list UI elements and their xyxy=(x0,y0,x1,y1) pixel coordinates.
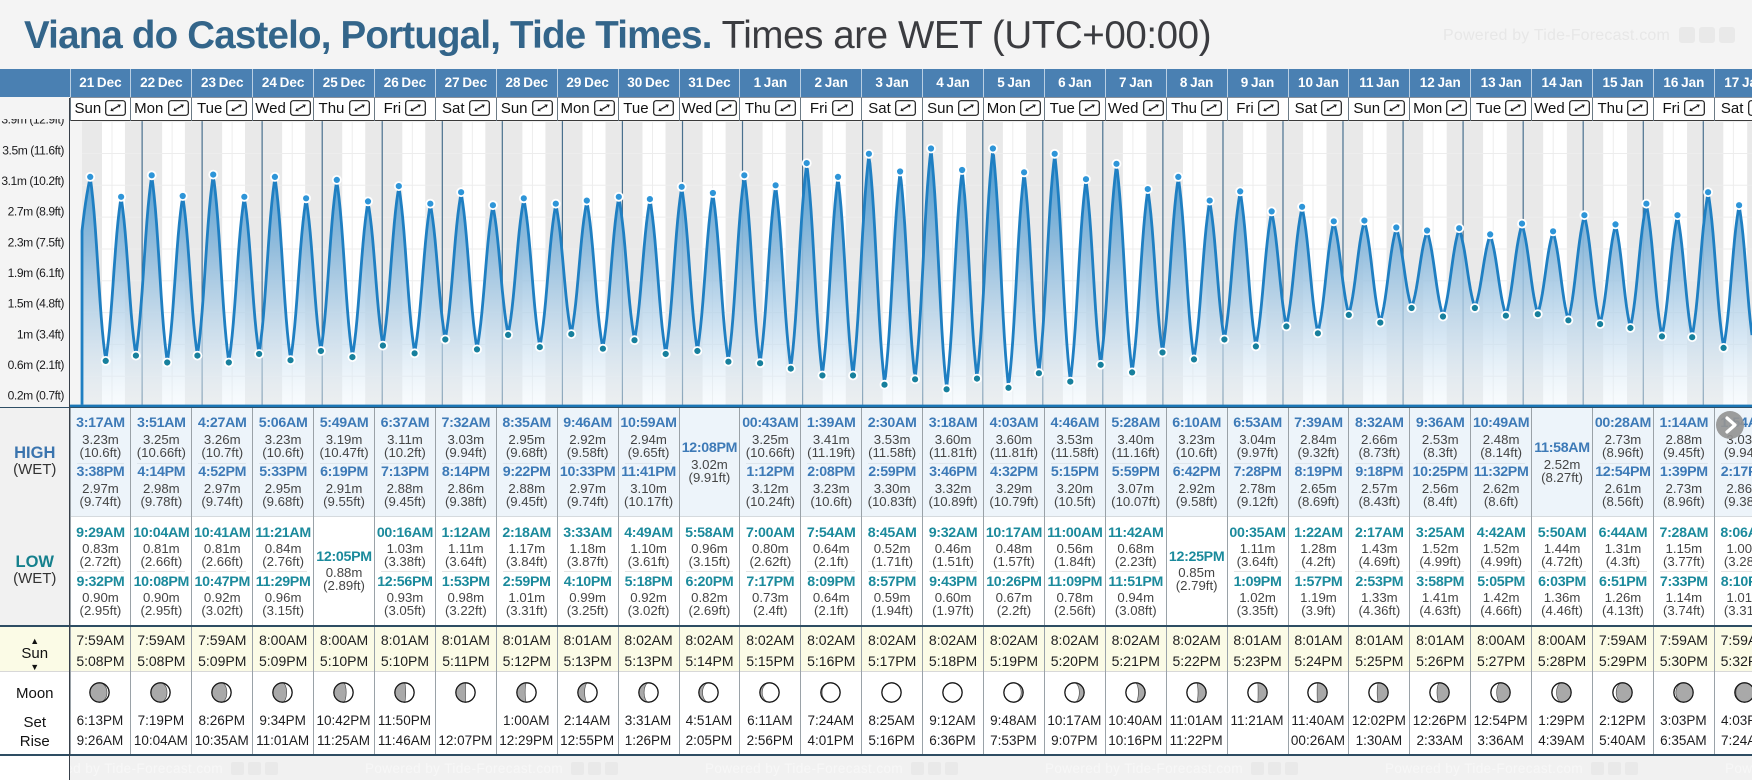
svg-text:3.1m (10.2ft): 3.1m (10.2ft) xyxy=(1,174,64,188)
svg-text:0.2m (0.7ft): 0.2m (0.7ft) xyxy=(8,388,65,402)
svg-text:1m (3.4ft): 1m (3.4ft) xyxy=(17,327,65,341)
svg-text:1.5m (4.8ft): 1.5m (4.8ft) xyxy=(8,296,65,310)
svg-text:1.9m (6.1ft): 1.9m (6.1ft) xyxy=(8,266,65,280)
svg-text:2.7m (8.9ft): 2.7m (8.9ft) xyxy=(8,204,65,218)
svg-text:2.3m (7.5ft): 2.3m (7.5ft) xyxy=(8,235,65,249)
svg-text:0.6m (2.1ft): 0.6m (2.1ft) xyxy=(8,358,65,372)
svg-text:3.9m (12.9ft): 3.9m (12.9ft) xyxy=(1,119,64,127)
svg-text:3.5m (11.6ft): 3.5m (11.6ft) xyxy=(2,143,64,157)
